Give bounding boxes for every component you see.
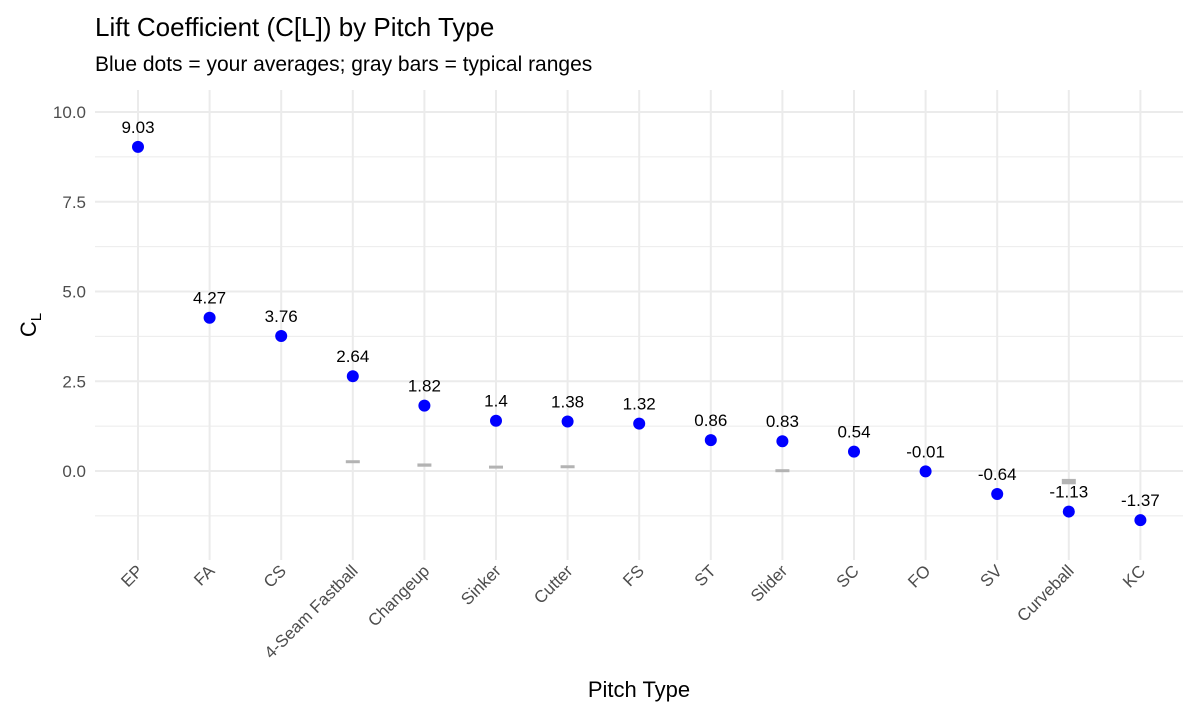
data-label: 1.82 [408, 377, 441, 396]
y-tick-label: 2.5 [62, 372, 86, 391]
data-label: -0.64 [978, 465, 1017, 484]
data-point [704, 434, 717, 447]
y-axis-title-main: C [16, 321, 41, 337]
chart-subtitle: Blue dots = your averages; gray bars = t… [95, 53, 593, 76]
data-point [132, 140, 144, 153]
data-label: -1.13 [1049, 483, 1088, 502]
data-point [776, 435, 789, 448]
data-label: -1.37 [1121, 491, 1160, 510]
data-point [991, 487, 1004, 500]
typical-range-bar [417, 463, 432, 467]
typical-range-bar [345, 460, 360, 464]
y-tick-label: 0.0 [62, 462, 86, 481]
label-layer: 9.03 4.27 3.76 2.64 1.82 1.4 1.38 1.32 0.86 0.83 0… [121, 118, 1159, 510]
data-label: 9.03 [121, 118, 154, 137]
data-label: 0.54 [837, 423, 870, 442]
data-label: -0.01 [906, 442, 945, 461]
data-label: 4.27 [193, 289, 226, 308]
x-tick-label: Sinker [457, 561, 505, 609]
data-point [561, 415, 574, 428]
x-tick-label: CS [260, 561, 290, 591]
x-tick-label: Curveball [1013, 561, 1077, 625]
data-label: 1.32 [623, 395, 656, 414]
data-label: 0.86 [694, 411, 727, 430]
y-axis-title: CL [16, 313, 45, 337]
data-point [346, 370, 359, 383]
data-label: 1.38 [551, 392, 584, 411]
grid-layer [95, 90, 1183, 560]
typical-range-bar [560, 465, 575, 469]
data-label: 2.64 [336, 347, 369, 366]
data-point [275, 330, 288, 343]
data-point [418, 399, 431, 412]
y-tick-label: 5.0 [62, 283, 86, 302]
typical-range-bar [775, 469, 790, 473]
data-point [1134, 514, 1147, 527]
point-layer [132, 140, 1147, 527]
data-point [848, 445, 860, 458]
typical-range-bar [1061, 478, 1076, 485]
chart-title: Lift Coefficient (C[L]) by Pitch Type [95, 12, 495, 42]
data-point [1062, 505, 1075, 518]
y-tick-label: 10.0 [53, 103, 86, 122]
data-label: 1.4 [484, 392, 508, 411]
x-tick-label: EP [117, 561, 146, 590]
x-tick-label: SC [833, 561, 863, 591]
x-tick-label: FA [190, 561, 219, 590]
x-axis-title: Pitch Type [588, 677, 690, 702]
y-axis-title-subscript: L [28, 313, 45, 321]
x-tick-label: ST [691, 561, 720, 590]
range-layer [345, 460, 1076, 485]
x-tick-label: FS [619, 561, 648, 590]
y-tick-label: 7.5 [62, 193, 86, 212]
x-tick-label: Cutter [530, 561, 576, 607]
data-point [633, 417, 646, 430]
x-tick-label: KC [1119, 561, 1149, 591]
data-point [919, 465, 932, 478]
data-point [490, 414, 502, 427]
data-label: 0.83 [766, 412, 799, 431]
data-point [203, 311, 216, 324]
x-tick-label: Slider [747, 561, 791, 605]
axis-layer: 0.02.55.07.510.0EP FA CS4-Seam Fastball Cha… [53, 103, 1149, 662]
x-tick-label: Changeup [364, 561, 433, 630]
data-label: 3.76 [265, 307, 298, 326]
x-tick-label: FO [904, 561, 934, 591]
x-tick-label: SV [977, 561, 1007, 591]
typical-range-bar [489, 465, 503, 469]
